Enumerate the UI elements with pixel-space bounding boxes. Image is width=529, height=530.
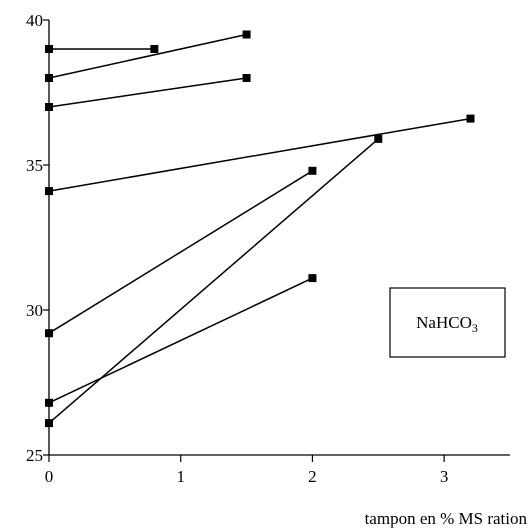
data-point <box>242 74 251 82</box>
data-point <box>45 419 53 428</box>
ticks-layer: 0 1 2 3 25 30 35 40 <box>26 11 448 486</box>
series-line <box>48 277 313 404</box>
data-point <box>45 74 53 82</box>
series-4 <box>45 114 475 196</box>
x-axis-label: tampon en % MS ration <box>365 509 528 528</box>
series-line <box>48 138 379 424</box>
data-point <box>45 103 53 111</box>
data-point <box>150 45 159 53</box>
series-line <box>48 33 247 79</box>
series-5 <box>45 166 317 338</box>
x-tick-label: 1 <box>176 467 185 486</box>
x-tick-label: 2 <box>308 467 317 486</box>
data-point <box>374 134 383 143</box>
series-2 <box>45 30 251 82</box>
series-6 <box>45 274 317 407</box>
series-layer <box>45 30 475 428</box>
data-point <box>242 30 251 39</box>
data-point <box>308 274 317 283</box>
series-7 <box>45 134 383 428</box>
x-tick-label: 0 <box>45 467 54 486</box>
series-line <box>48 170 313 334</box>
y-tick-label: 40 <box>26 11 43 30</box>
data-point <box>466 114 475 123</box>
series-3 <box>45 74 251 111</box>
data-point <box>45 187 53 196</box>
legend-box: NaHCO3 <box>389 287 506 358</box>
axes <box>48 20 510 456</box>
data-point <box>45 398 53 407</box>
series-1 <box>45 45 159 53</box>
y-tick-label: 30 <box>26 301 43 320</box>
series-line <box>48 117 471 192</box>
legend-frame <box>389 287 506 358</box>
data-point <box>45 329 53 338</box>
series-line <box>48 77 247 108</box>
x-tick-label: 3 <box>440 467 449 486</box>
data-point <box>308 166 317 175</box>
y-tick-label: 35 <box>26 156 43 175</box>
y-tick-label: 25 <box>26 446 43 465</box>
data-point <box>45 45 53 53</box>
legend-text: NaHCO3 <box>416 313 478 335</box>
